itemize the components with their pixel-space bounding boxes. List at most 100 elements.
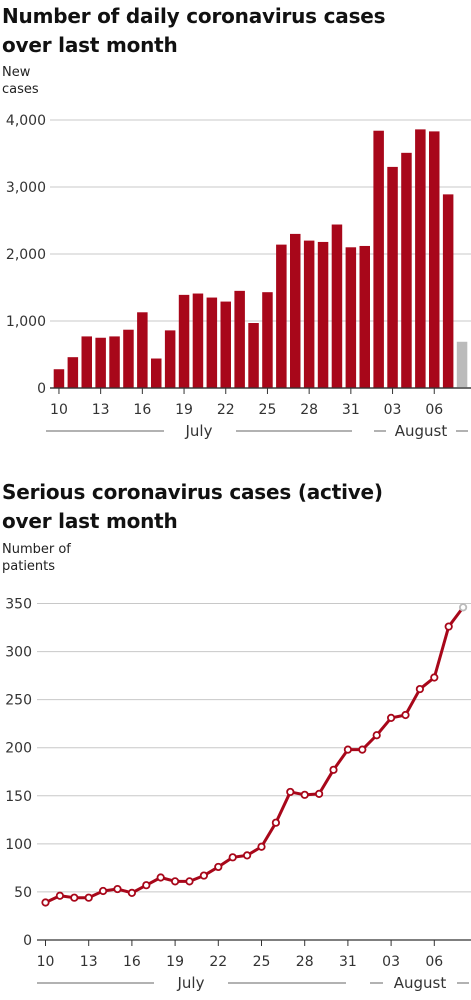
serious-cases-title-line-2: over last month — [2, 509, 178, 533]
daily-cases-x-tick-label: 13 — [92, 402, 110, 418]
serious-cases-x-tick-label: 13 — [80, 954, 98, 970]
serious-cases-point — [430, 673, 439, 682]
daily-cases-bar — [387, 166, 398, 388]
daily-cases-x-tick-label: 16 — [133, 402, 151, 418]
serious-cases-x-tick-label: 03 — [382, 954, 400, 970]
serious-cases-y-tick-label: 250 — [5, 693, 32, 709]
daily-cases-x-tick-label: 25 — [259, 402, 277, 418]
daily-cases-x-tick-label: 22 — [217, 402, 235, 418]
serious-cases-y-tick-label: 200 — [5, 741, 32, 757]
daily-cases-bar-provisional — [456, 341, 468, 388]
serious-cases-month-label: August — [394, 974, 447, 992]
serious-cases-point — [127, 888, 136, 897]
daily-cases-bar — [206, 297, 218, 388]
serious-cases-point — [300, 790, 309, 799]
serious-cases-y-tick-label: 300 — [5, 645, 32, 661]
serious-cases-point-provisional — [458, 603, 468, 612]
daily-cases-chart: 0 1,000 2,000 3,000 4,000 10 13 16 19 22 25 28 31 03 0… — [6, 113, 471, 440]
serious-cases-point — [257, 842, 266, 851]
serious-cases-point — [171, 877, 180, 886]
daily-cases-bar — [331, 224, 343, 388]
serious-cases-chart: 0 50 100 150 200 250 300 350 10 13 16 19 22 25 28 31 03 0… — [5, 597, 471, 992]
daily-cases-bar — [164, 330, 176, 388]
serious-cases-point — [372, 731, 381, 740]
daily-cases-bar — [401, 152, 412, 388]
serious-cases-y-axis-label-line-1: Number of — [2, 542, 71, 557]
daily-cases-title: Number of daily coronavirus cases over l… — [2, 2, 386, 60]
daily-cases-bar — [53, 369, 65, 388]
daily-cases-y-axis-label: New cases — [2, 64, 39, 98]
daily-cases-bar — [81, 336, 92, 388]
serious-cases-y-tick-label: 0 — [23, 933, 32, 949]
daily-cases-bar — [429, 131, 440, 388]
serious-cases-y-axis-label: Number of patients — [2, 541, 71, 575]
daily-cases-x-tick-label: 03 — [384, 402, 402, 418]
daily-cases-bar — [262, 292, 273, 388]
serious-cases-point — [41, 898, 50, 907]
daily-cases-month-label: August — [395, 422, 448, 440]
serious-cases-x-tick-label: 06 — [425, 954, 443, 970]
serious-cases-point — [415, 684, 424, 694]
serious-cases-y-tick-label: 350 — [5, 597, 32, 613]
serious-cases-x-tick-label: 19 — [166, 954, 184, 970]
daily-cases-month-label: July — [185, 422, 213, 440]
daily-cases-bar — [95, 337, 106, 388]
serious-cases-x-tick-label: 16 — [123, 954, 141, 970]
daily-cases-bar — [415, 129, 426, 388]
serious-cases-point — [386, 713, 396, 723]
serious-cases-point — [286, 787, 295, 797]
serious-cases-y-axis-label-line-2: patients — [2, 559, 56, 574]
daily-cases-y-axis-label-line-2: cases — [2, 82, 39, 97]
daily-cases-x-tick-label: 19 — [175, 402, 193, 418]
daily-cases-bar — [345, 247, 357, 388]
serious-cases-point — [343, 745, 352, 754]
daily-cases-y-tick-label: 3,000 — [6, 180, 46, 196]
serious-cases-x-tick-label: 22 — [209, 954, 227, 970]
daily-cases-bar — [317, 241, 329, 388]
daily-cases-bar — [192, 293, 204, 388]
serious-cases-title: Serious coronavirus cases (active) over … — [2, 478, 383, 536]
serious-cases-point — [185, 877, 194, 886]
serious-cases-point — [113, 884, 122, 894]
serious-cases-x-tick-label: 31 — [339, 954, 357, 970]
serious-cases-point — [444, 622, 453, 631]
daily-cases-title-line-1: Number of daily coronavirus cases — [2, 4, 386, 28]
daily-cases-y-tick-label: 1,000 — [6, 314, 46, 330]
serious-cases-point — [358, 745, 367, 754]
serious-cases-point — [199, 871, 208, 880]
daily-cases-bar — [248, 323, 259, 388]
serious-cases-point — [142, 881, 151, 890]
daily-cases-x-tick-label: 06 — [425, 402, 443, 418]
daily-cases-bar — [290, 233, 301, 388]
daily-cases-y-axis-label-line-1: New — [2, 65, 31, 80]
daily-cases-bar — [303, 240, 315, 388]
daily-cases-x-tick-label: 31 — [342, 402, 360, 418]
daily-cases-bar — [178, 294, 190, 388]
daily-cases-y-tick-label: 4,000 — [6, 113, 46, 129]
serious-cases-point — [401, 710, 410, 720]
serious-cases-y-tick-label: 100 — [5, 837, 32, 853]
daily-cases-bar — [109, 336, 120, 388]
serious-cases-x-tick-label: 25 — [253, 954, 271, 970]
daily-cases-bar — [67, 357, 79, 388]
daily-cases-bar — [276, 244, 287, 388]
daily-cases-bar — [137, 312, 148, 388]
serious-cases-point — [156, 873, 165, 882]
serious-cases-point — [55, 891, 65, 900]
daily-cases-title-line-2: over last month — [2, 33, 178, 57]
daily-cases-y-tick-label: 0 — [37, 381, 46, 397]
serious-cases-point — [70, 893, 79, 902]
serious-cases-point — [271, 818, 280, 827]
serious-cases-y-tick-label: 150 — [5, 789, 32, 805]
daily-cases-x-tick-label: 10 — [50, 402, 68, 418]
daily-cases-bar — [234, 290, 245, 388]
serious-cases-point — [329, 765, 338, 774]
serious-cases-month-label: July — [177, 974, 205, 992]
serious-cases-y-tick-label: 50 — [14, 885, 32, 901]
daily-cases-bar — [151, 358, 162, 388]
daily-cases-y-tick-label: 2,000 — [6, 247, 46, 263]
serious-cases-point — [228, 853, 237, 862]
daily-cases-x-tick-label: 28 — [300, 402, 318, 418]
serious-cases-point — [243, 851, 252, 860]
serious-cases-x-tick-label: 10 — [37, 954, 55, 970]
